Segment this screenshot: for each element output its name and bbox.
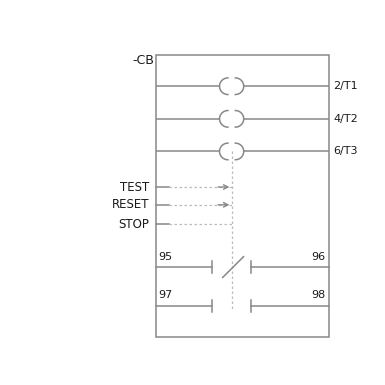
Text: 95: 95 [159, 252, 172, 262]
Text: 2/T1: 2/T1 [333, 81, 358, 91]
Bar [156, 55, 328, 337]
Text: 6/T3: 6/T3 [333, 146, 358, 156]
Text: 4/T2: 4/T2 [333, 114, 358, 124]
Text: -CB: -CB [132, 54, 154, 67]
Text: 98: 98 [311, 290, 326, 300]
Text: TEST: TEST [121, 181, 149, 194]
Text: STOP: STOP [119, 218, 149, 231]
Text: RESET: RESET [112, 198, 149, 211]
Text: 97: 97 [159, 290, 173, 300]
Text: 96: 96 [311, 252, 326, 262]
